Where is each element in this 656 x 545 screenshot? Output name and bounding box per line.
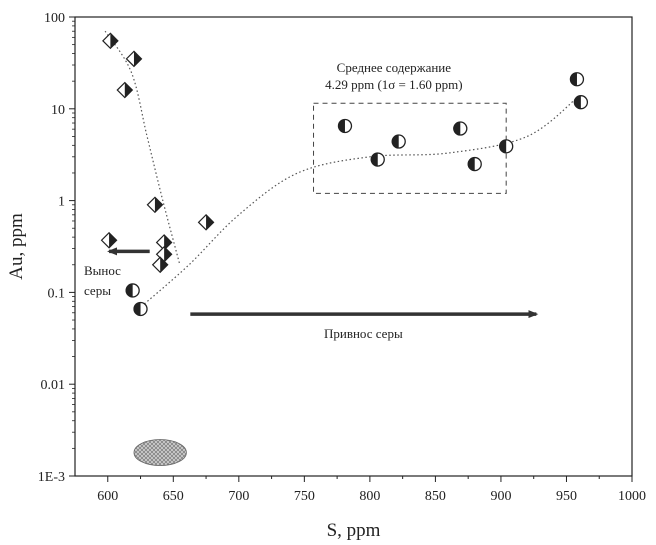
diamond-point	[125, 50, 143, 68]
circle-point	[133, 301, 148, 317]
x-axis-title: S, ppm	[327, 520, 381, 541]
annotations: Среднее содержание 4.29 ppm (1σ = 1.60 pp…	[84, 60, 539, 467]
x-tick-label: 800	[359, 489, 380, 504]
circle-point	[569, 72, 585, 87]
y-tick-label: 0.1	[48, 286, 66, 301]
x-tick-label: 900	[490, 489, 511, 504]
trend-lines	[104, 30, 580, 305]
background-region-ellipse	[133, 439, 187, 467]
y-tick-label: 100	[44, 11, 65, 26]
diamond-point	[151, 256, 169, 274]
y-tick-label: 1	[58, 195, 65, 210]
diamond-point	[197, 213, 215, 231]
box-label-line-1: Среднее содержание	[337, 60, 452, 75]
x-tick-label: 850	[425, 489, 446, 504]
circle-point	[573, 95, 589, 110]
sulfur-addition-label: Привнос серы	[324, 326, 403, 341]
x-tick-label: 1000	[618, 489, 646, 504]
axis-ticks: 600 650 700 750 800 850 900 950 1000 100 10 1 0.1 0.0…	[38, 11, 646, 504]
circle-point	[337, 118, 353, 134]
y-tick-label: 1E-3	[38, 470, 65, 485]
circle-point	[125, 283, 140, 298]
trend-line	[144, 94, 580, 305]
box-label-line-2: 4.29 ppm (1σ = 1.60 ppm)	[325, 77, 462, 92]
y-tick-label: 10	[51, 103, 65, 118]
diamond-point	[116, 81, 134, 99]
circle-point	[499, 139, 514, 154]
plot-area	[74, 16, 633, 477]
x-tick-label: 750	[294, 489, 315, 504]
trend-line	[104, 30, 181, 265]
sulfur-removal-label-line-2: серы	[84, 283, 111, 298]
x-tick-label: 650	[163, 489, 184, 504]
x-tick-label: 950	[556, 489, 577, 504]
diamond-point	[100, 231, 118, 249]
diamond-point	[146, 196, 164, 214]
diamond-point	[102, 32, 119, 50]
y-axis-title: Au, ppm	[6, 213, 27, 280]
circle-point	[467, 156, 482, 172]
circle-point	[453, 121, 468, 136]
y-tick-label: 0.01	[41, 378, 66, 393]
data-points	[100, 32, 589, 317]
x-tick-label: 700	[228, 489, 249, 504]
circle-point	[370, 152, 385, 167]
plot-border	[74, 16, 633, 477]
x-tick-label: 600	[97, 489, 118, 504]
circle-point	[391, 134, 406, 149]
sulfur-removal-label-line-1: Вынос	[84, 263, 121, 278]
average-content-box	[313, 102, 507, 194]
